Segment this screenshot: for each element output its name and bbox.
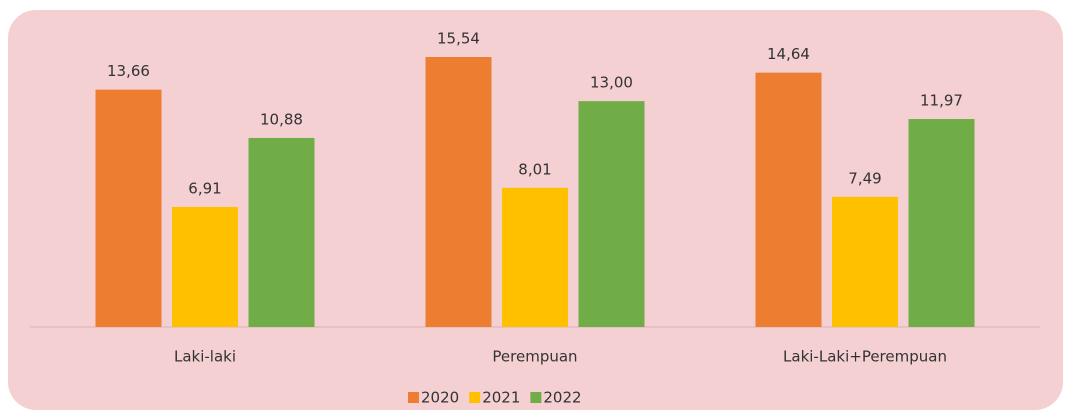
bar	[578, 101, 645, 327]
x-tick-label: Perempuan	[492, 348, 577, 366]
bar	[425, 57, 492, 327]
bar	[172, 206, 238, 327]
x-tick-label: Laki-laki	[174, 348, 236, 366]
legend-swatch	[408, 392, 419, 403]
legend-swatch	[530, 392, 542, 403]
data-label: 14,64	[767, 45, 810, 63]
bar	[95, 89, 162, 327]
data-label: 15,54	[437, 30, 480, 48]
legend-swatch	[469, 392, 481, 403]
data-label: 8,01	[518, 160, 551, 178]
data-label: 6,91	[188, 179, 221, 197]
data-label: 11,97	[920, 92, 963, 110]
legend-label: 2020	[421, 389, 459, 407]
bar	[832, 196, 898, 327]
bar	[755, 72, 822, 328]
data-label: 7,49	[848, 169, 881, 187]
data-label: 10,88	[260, 110, 303, 128]
legend-label: 2021	[482, 389, 520, 407]
x-tick-label: Laki-Laki+Perempuan	[783, 348, 947, 366]
data-label: 13,00	[590, 74, 633, 92]
legend-label: 2022	[543, 389, 581, 407]
bar	[908, 119, 975, 327]
bar	[502, 187, 568, 327]
bar	[248, 137, 315, 327]
data-label: 13,66	[107, 62, 150, 80]
